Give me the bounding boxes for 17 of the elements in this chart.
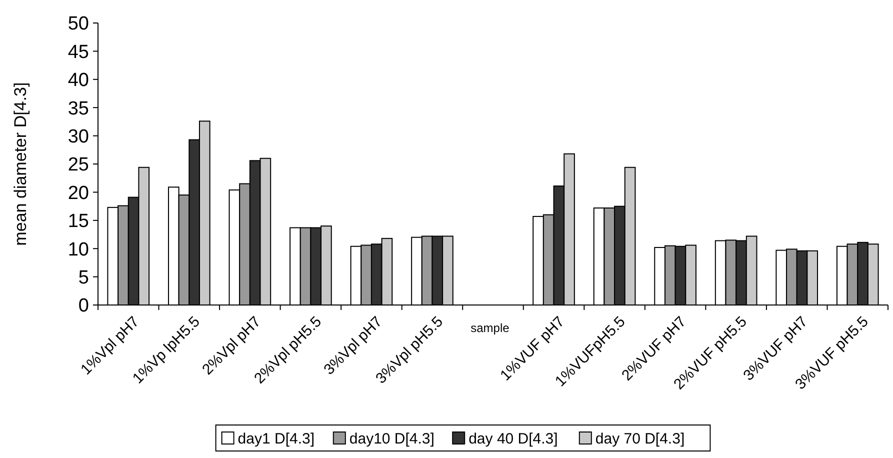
y-tick-label: 0 bbox=[78, 296, 89, 317]
legend-label: day10 D[4.3] bbox=[349, 430, 434, 448]
legend-label: day1 D[4.3] bbox=[238, 430, 315, 448]
y-axis-title: mean diameter D[4.3] bbox=[11, 82, 30, 246]
legend-label: day 40 D[4.3] bbox=[468, 430, 558, 448]
y-tick-label: 50 bbox=[68, 14, 89, 35]
y-tick-label: 40 bbox=[68, 70, 89, 92]
y-tick-label: 30 bbox=[68, 126, 89, 148]
y-tick-label: 5 bbox=[78, 267, 89, 288]
y-tick-label: 25 bbox=[68, 154, 89, 176]
y-tick-label: 10 bbox=[68, 239, 89, 260]
x-axis-title: sample bbox=[470, 321, 510, 335]
y-tick-label: 15 bbox=[68, 211, 89, 232]
y-tick-label: 20 bbox=[68, 182, 89, 204]
y-tick-label: 45 bbox=[68, 42, 89, 63]
y-tick-label: 35 bbox=[68, 98, 89, 120]
legend-label: day 70 D[4.3] bbox=[595, 430, 685, 448]
